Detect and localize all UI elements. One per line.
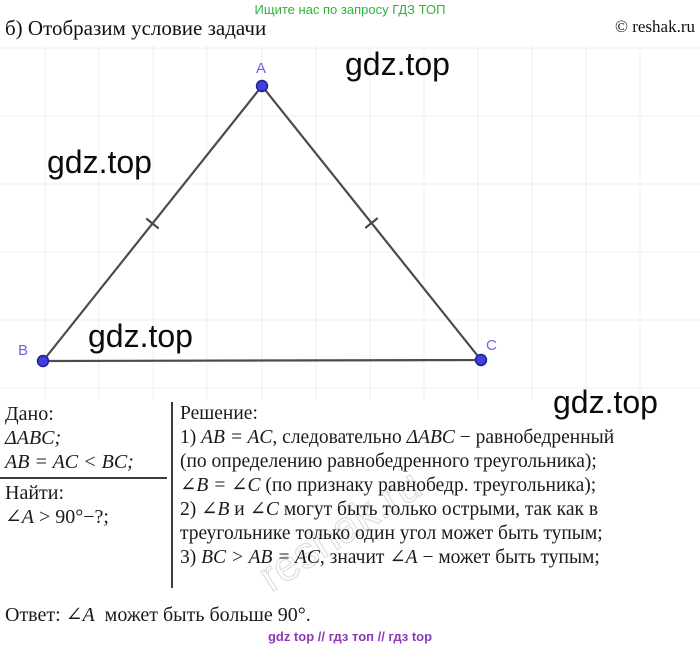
gdz-top-watermark: gdz.top <box>553 384 658 420</box>
answer-line: Ответ: ∠A может быть больше 90°. <box>5 604 311 626</box>
page-title: б) Отобразим условие задачи <box>5 16 267 40</box>
find-line: ∠A > 90°−?; <box>5 506 109 528</box>
given-line: AB = AC < BC; <box>5 451 134 473</box>
given-section: Дано: ΔABC; AB = AC < BC; Найти: ∠A > 90… <box>0 402 170 529</box>
promo-banner: Ищите нас по запросу ГДЗ ТОП <box>254 2 446 17</box>
solution-section: Решение: 1) AB = AC, следовательно ΔABC … <box>180 402 698 570</box>
vertex-labels: A B C <box>18 60 497 359</box>
solution-line: 1) AB = AC, следовательно ΔABC − равнобе… <box>180 427 615 448</box>
solution-line: (по определению равнобедренного треуголь… <box>180 451 597 472</box>
vertex-label-b: B <box>18 342 28 359</box>
find-title: Найти: <box>5 482 65 504</box>
solution-line: треугольнике только один угол может быть… <box>180 523 603 544</box>
gdz-top-watermark: gdz.top <box>88 318 193 354</box>
triangle-figure: A B C <box>0 45 700 400</box>
copyright-label: © reshak.ru <box>615 17 695 36</box>
gdz-top-watermark: gdz.top <box>47 144 152 180</box>
solution-line: ∠B = ∠C (по признаку равнобедр. треуголь… <box>180 475 597 496</box>
solution-line: 3) BC > AB = AC, значит ∠A − может быть … <box>180 547 600 568</box>
solution-title: Решение: <box>180 403 258 424</box>
vertex-label-c: C <box>486 337 497 354</box>
gdz-top-watermark: gdz.top <box>345 46 450 82</box>
vertex-point-a <box>255 79 269 93</box>
vertex-point-c <box>474 353 488 367</box>
solution-line: 2) ∠B и ∠C могут быть только острыми, та… <box>180 499 599 520</box>
grid-lines <box>0 45 700 400</box>
given-line: ΔABC; <box>5 427 62 449</box>
given-title: Дано: <box>5 403 54 425</box>
vertex-point-b <box>36 354 50 368</box>
tick-side-ab <box>145 218 160 229</box>
column-divider-line <box>171 402 173 588</box>
vertex-label-a: A <box>256 60 266 77</box>
tick-side-ac <box>364 217 379 229</box>
given-divider-line <box>0 477 167 479</box>
footer-keywords: gdz top // гдз топ // гдз top <box>267 629 433 644</box>
equal-side-ticks <box>145 217 379 229</box>
vertex-points <box>36 79 488 368</box>
